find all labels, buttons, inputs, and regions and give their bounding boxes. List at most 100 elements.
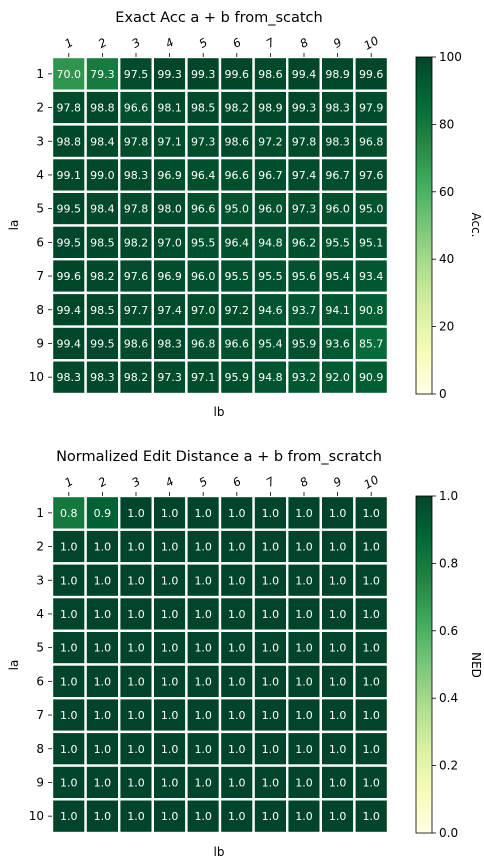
- cell-value-label: 70.0: [57, 68, 82, 81]
- cell-value-label: 1.0: [127, 642, 145, 655]
- cell-value-label: 98.8: [57, 135, 82, 148]
- cell-value-label: 1.0: [295, 574, 313, 587]
- cell-value-label: 1.0: [329, 743, 347, 756]
- heatmap-cell: [353, 89, 390, 126]
- cell-value-label: 98.3: [57, 371, 82, 384]
- cell-value-label: 96.7: [325, 169, 350, 182]
- cell-value-label: 97.2: [225, 304, 250, 317]
- cell-value-label: 1.0: [161, 810, 179, 823]
- cell-value-label: 93.2: [292, 371, 317, 384]
- cell-value-label: 96.6: [124, 102, 149, 115]
- cell-value-label: 97.6: [124, 270, 149, 283]
- y-ticks: 1 2 3 4 5 6 7 8 9 10: [29, 67, 52, 384]
- x-tick-label: 7: [264, 35, 278, 51]
- cell-value-label: 1.0: [194, 709, 212, 722]
- cell-value-label: 1.0: [60, 776, 78, 789]
- cell-value-label: 97.4: [292, 169, 317, 182]
- y-axis-label: la: [7, 660, 21, 671]
- cell-value-label: 79.3: [90, 68, 115, 81]
- cell-value-label: 1.0: [194, 507, 212, 520]
- cell-value-label: 98.2: [124, 371, 149, 384]
- heatmap-cell: [319, 595, 356, 632]
- cell-value-label: 1.0: [94, 642, 112, 655]
- cell-value-label: 1.0: [60, 810, 78, 823]
- cell-value-label: 98.3: [157, 337, 182, 350]
- heatmap-cell: [252, 359, 289, 396]
- cell-value-label: 1.0: [295, 675, 313, 688]
- cell-value-label: 1.0: [362, 507, 380, 520]
- heatmap-cell: [117, 798, 154, 835]
- cell-value-label: 1.0: [329, 675, 347, 688]
- cell-value-label: 99.6: [225, 68, 250, 81]
- heatmap-cell: [252, 123, 289, 160]
- cell-value-label: 1.0: [262, 709, 280, 722]
- cell-value-label: 1.0: [295, 541, 313, 554]
- cell-value-label: 1.0: [362, 574, 380, 587]
- cell-value-label: 1.0: [60, 541, 78, 554]
- y-tick-label: 3: [36, 134, 44, 148]
- cell-value-label: 99.4: [57, 304, 82, 317]
- cell-value-label: 95.0: [225, 203, 250, 216]
- y-tick-label: 6: [36, 235, 44, 249]
- cell-value-label: 1.0: [94, 743, 112, 756]
- x-tick-label: 1: [62, 474, 75, 490]
- cell-value-label: 98.5: [191, 102, 216, 115]
- colorbar-tick-label: 0.4: [439, 691, 458, 705]
- cell-value-label: 95.9: [225, 371, 250, 384]
- cell-value-label: 98.9: [258, 102, 283, 115]
- colorbar-tick-label: 20: [439, 320, 454, 334]
- cell-value-label: 1.0: [194, 541, 212, 554]
- heatmap-cell: [286, 190, 323, 227]
- cell-value-label: 93.4: [359, 270, 384, 283]
- cell-value-label: 1.0: [194, 743, 212, 756]
- cell-value-label: 97.8: [124, 135, 149, 148]
- cell-value-label: 97.0: [191, 304, 216, 317]
- colorbar-tick-label: 0.6: [439, 624, 458, 638]
- cell-value-label: 0.8: [60, 507, 78, 520]
- cell-value-label: 1.0: [262, 743, 280, 756]
- cell-value-label: 95.1: [359, 236, 384, 249]
- chart-title: Exact Acc a + b from_scatch: [115, 10, 322, 26]
- cell-value-label: 1.0: [194, 776, 212, 789]
- cell-value-label: 96.7: [258, 169, 283, 182]
- cell-value-label: 1.0: [194, 675, 212, 688]
- cell-value-label: 96.6: [225, 337, 250, 350]
- cell-value-label: 96.4: [225, 236, 250, 249]
- cell-value-label: 96.8: [191, 337, 216, 350]
- colorbar-label: NED: [469, 652, 483, 678]
- cell-value-label: 1.0: [228, 776, 246, 789]
- heatmap-cell: [84, 291, 121, 328]
- cell-value-label: 1.0: [94, 541, 112, 554]
- cell-value-label: 1.0: [161, 675, 179, 688]
- heatmap-cell: [84, 697, 121, 734]
- heatmap-cell: [353, 325, 390, 362]
- colorbar-ticks: 0 20 40 60 80 100: [432, 50, 462, 401]
- heatmap-cell: [50, 764, 87, 801]
- cell-value-label: 1.0: [127, 743, 145, 756]
- cell-value-label: 99.6: [57, 270, 82, 283]
- cell-value-label: 1.0: [161, 709, 179, 722]
- cell-value-label: 90.8: [359, 304, 384, 317]
- x-tick-label: 4: [163, 35, 176, 51]
- heatmap-cell: [218, 156, 255, 194]
- cell-value-label: 98.3: [325, 102, 350, 115]
- cell-value-label: 1.0: [94, 608, 112, 621]
- cell-value-label: 94.1: [325, 304, 350, 317]
- colorbar-ticks: 0.0 0.2 0.4 0.6 0.8 1.0: [432, 489, 458, 840]
- cell-value-label: 1.0: [94, 709, 112, 722]
- heatmap-cell: [117, 764, 154, 801]
- y-tick-label: 6: [36, 674, 44, 688]
- y-tick-label: 2: [36, 540, 44, 554]
- cell-value-label: 97.3: [157, 371, 182, 384]
- colorbar-tick-label: 80: [439, 117, 454, 131]
- cell-value-label: 1.0: [127, 810, 145, 823]
- cell-value-label: 1.0: [295, 776, 313, 789]
- cell-value-label: 1.0: [329, 810, 347, 823]
- x-tick-label: 8: [297, 35, 310, 51]
- y-tick-label: 4: [36, 607, 44, 621]
- y-ticks: 1 2 3 4 5 6 7 8 9 10: [29, 506, 52, 823]
- cell-value-label: 94.8: [258, 236, 283, 249]
- colorbar: [415, 495, 433, 834]
- cell-value-label: 1.0: [329, 608, 347, 621]
- colorbar-tick-label: 0.0: [439, 826, 458, 840]
